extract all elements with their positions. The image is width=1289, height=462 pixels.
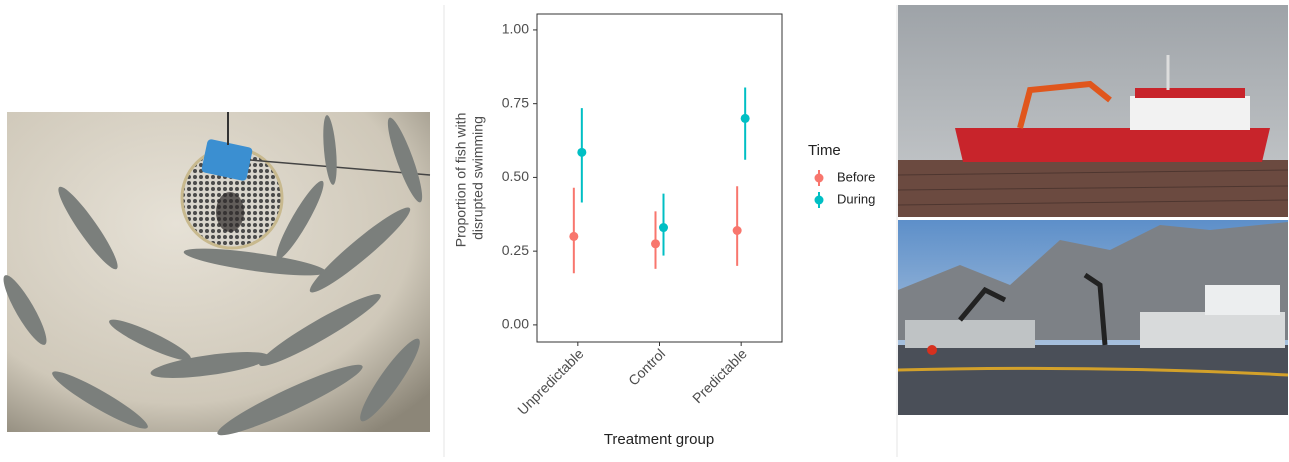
x-axis-title: Treatment group — [604, 431, 714, 448]
y-axis-title-line: disrupted swimming — [469, 116, 485, 240]
y-tick-label: 0.50 — [502, 168, 529, 184]
point — [577, 147, 587, 157]
x-tick-label: Unpredictable — [514, 345, 587, 418]
fish-tank-photo — [3, 112, 431, 436]
legend-key — [814, 173, 824, 183]
point — [740, 113, 750, 123]
y-axis-title: Proportion of fish with disrupted swimmi… — [452, 109, 485, 248]
y-axis-title-line: Proportion of fish with — [452, 113, 468, 248]
y-tick-label: 0.75 — [502, 94, 529, 110]
plot-panel — [536, 13, 783, 343]
boat-photo-top — [897, 5, 1289, 217]
y-tick-label: 0.25 — [502, 242, 529, 258]
point — [651, 239, 660, 249]
legend-key — [814, 195, 824, 205]
legend-title: Time — [808, 142, 841, 159]
x-tick-label: Predictable — [689, 345, 750, 406]
legend-label: Before — [837, 169, 875, 184]
x-tick-label: Control — [625, 345, 668, 388]
point — [659, 223, 668, 233]
point — [732, 226, 742, 236]
boat-photo-bottom — [897, 220, 1289, 415]
y-tick-label: 1.00 — [502, 21, 529, 37]
y-tick-label: 0.00 — [502, 316, 529, 332]
point — [569, 231, 579, 241]
legend-label: During — [837, 191, 875, 206]
